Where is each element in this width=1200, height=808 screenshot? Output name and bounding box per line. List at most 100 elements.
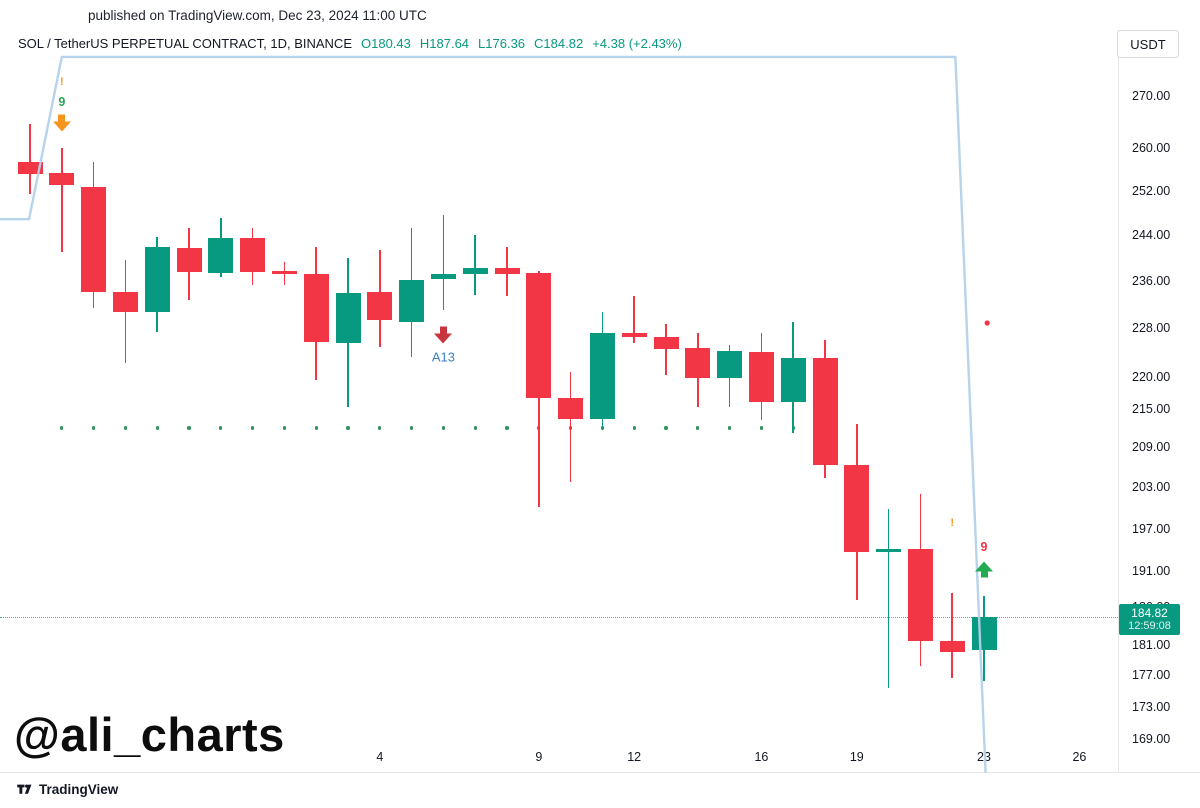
candle-body xyxy=(367,291,393,320)
watermark: @ali_charts xyxy=(14,708,285,761)
price-tick-label: 236.00 xyxy=(1132,273,1171,288)
setup-dot xyxy=(282,426,287,430)
arrow-up-icon xyxy=(975,561,993,578)
candle-body xyxy=(558,398,584,419)
candle-body xyxy=(812,358,838,465)
currency-toggle-button[interactable]: USDT xyxy=(1117,30,1179,58)
time-tick-label: 23 xyxy=(977,750,991,764)
candle-body xyxy=(876,549,902,552)
candle-body xyxy=(430,273,456,279)
time-tick-label: 16 xyxy=(754,750,769,764)
setup-dot xyxy=(664,426,668,430)
chart-legend: SOL / TetherUS PERPETUAL CONTRACT, 1D, B… xyxy=(18,36,682,51)
candle-body xyxy=(81,186,107,292)
setup-dot xyxy=(441,426,446,430)
candle-body xyxy=(335,292,361,343)
setup-dot xyxy=(759,426,764,430)
last-price-label: 184.82 12:59:08 xyxy=(1119,604,1180,636)
setup-dot xyxy=(505,426,509,430)
candle-body xyxy=(780,358,806,402)
candle-body xyxy=(303,274,329,343)
candle-body xyxy=(685,347,711,378)
candle-body xyxy=(844,464,870,552)
td-count-digit: 9 xyxy=(980,540,988,555)
high-value: H187.64 xyxy=(419,36,470,51)
price-tick-label: 270.00 xyxy=(1132,89,1171,103)
symbol-title: SOL / TetherUS PERPETUAL CONTRACT, 1D, B… xyxy=(18,36,352,51)
price-tick-label: 197.00 xyxy=(1132,521,1171,536)
setup-dot xyxy=(60,426,64,430)
chart-canvas[interactable] xyxy=(0,30,1118,772)
td-count-digit: 9 xyxy=(58,95,66,110)
candle-body xyxy=(208,237,234,273)
bar-countdown: 12:59:08 xyxy=(1128,620,1171,633)
candle-wick xyxy=(61,147,63,252)
tradingview-brand-text: TradingView xyxy=(39,782,119,797)
close-value: C184.82 xyxy=(534,36,584,51)
candle-body xyxy=(271,270,297,274)
setup-dot xyxy=(473,426,477,430)
candle-wick xyxy=(665,324,667,375)
candle-body xyxy=(49,172,75,186)
candle-body xyxy=(240,237,266,272)
candle-wick xyxy=(474,234,476,295)
time-tick-label: 4 xyxy=(376,750,384,764)
candle-wick xyxy=(569,371,572,483)
price-tick-label: 252.00 xyxy=(1132,183,1171,198)
candle-body xyxy=(494,268,520,274)
setup-dot xyxy=(727,426,732,430)
candle-body xyxy=(621,333,647,337)
time-tick-label: 12 xyxy=(627,750,642,764)
setup-dot xyxy=(91,426,96,430)
setup-dot xyxy=(632,426,636,430)
price-tick-label: 220.00 xyxy=(1132,370,1171,384)
candle-body xyxy=(907,549,933,642)
candle-body xyxy=(717,351,743,378)
price-tick-label: 228.00 xyxy=(1132,321,1171,335)
price-axis[interactable]: 270.00 260.00 252.00 244.00 236.00 228.00 220.… xyxy=(1118,57,1200,772)
time-tick-label: 19 xyxy=(849,750,864,764)
tradingview-logo-icon xyxy=(17,784,32,794)
setup-dot xyxy=(155,426,159,430)
low-value: L176.36 xyxy=(478,36,526,51)
price-axis-border xyxy=(1118,30,1119,772)
candle-body xyxy=(653,336,679,349)
price-tick-label: 203.00 xyxy=(1132,480,1171,495)
candle-body xyxy=(112,291,138,312)
price-tick-label: 191.00 xyxy=(1132,563,1171,578)
price-tick-label: 169.00 xyxy=(1132,731,1171,746)
candle-body xyxy=(399,279,425,322)
current-price-line xyxy=(0,617,1118,619)
price-tick-label: 209.00 xyxy=(1132,440,1171,455)
candle-body xyxy=(748,352,774,402)
candle-body xyxy=(971,617,997,651)
price-tick-label: 260.00 xyxy=(1132,140,1171,155)
candle-body xyxy=(462,268,488,275)
candle-wick xyxy=(124,260,127,364)
tradingview-link[interactable]: TradingView xyxy=(16,781,118,798)
setup-dot xyxy=(123,426,128,430)
candle-body xyxy=(176,247,202,272)
setup-dot xyxy=(409,426,414,430)
setup-dot xyxy=(250,426,255,430)
candle-wick xyxy=(951,592,953,678)
candle-wick xyxy=(887,509,890,689)
price-tick-label: 244.00 xyxy=(1132,227,1171,242)
setup-dot xyxy=(187,426,191,430)
candle-body xyxy=(589,333,615,419)
chart-bottom-border xyxy=(0,772,1200,773)
arrow-label: A13 xyxy=(431,349,455,365)
change-value: +4.38 (+2.43%) xyxy=(592,36,682,51)
setup-dot xyxy=(219,426,223,430)
setup-dot xyxy=(378,426,382,430)
published-info: published on TradingView.com, Dec 23, 20… xyxy=(88,8,427,23)
candle-body xyxy=(17,162,43,174)
price-tick-label: 181.00 xyxy=(1132,637,1171,652)
open-value: O180.43 xyxy=(361,36,411,51)
time-tick-label: 26 xyxy=(1072,750,1087,764)
candle-body xyxy=(526,272,552,399)
arrow-down-icon xyxy=(52,114,71,132)
candle-body xyxy=(144,246,170,313)
alert-exclamation-icon: ! xyxy=(950,516,955,529)
